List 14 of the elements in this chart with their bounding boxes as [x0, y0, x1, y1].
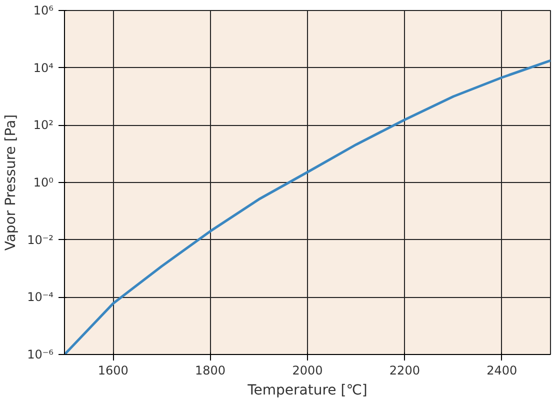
y-tick-label: 10⁻⁴ — [27, 290, 54, 304]
x-tick-label: 2200 — [389, 364, 420, 378]
x-axis-title: Temperature [℃] — [246, 382, 368, 398]
x-tick-label: 1600 — [98, 364, 128, 378]
y-tick-label: 10⁶ — [33, 4, 54, 18]
x-tick-label: 1800 — [195, 364, 226, 378]
y-tick-label: 10⁰ — [33, 176, 54, 190]
x-tick-label: 2000 — [292, 364, 323, 378]
y-tick-label: 10⁻⁶ — [27, 348, 54, 362]
x-tick-label: 2400 — [486, 364, 518, 378]
y-axis-title: Vapor Pressure [Pa] — [3, 114, 20, 251]
y-tick-label: 10⁴ — [33, 60, 54, 75]
y-tick-label: 10² — [33, 118, 54, 132]
y-tick-label: 10⁻² — [27, 232, 54, 247]
